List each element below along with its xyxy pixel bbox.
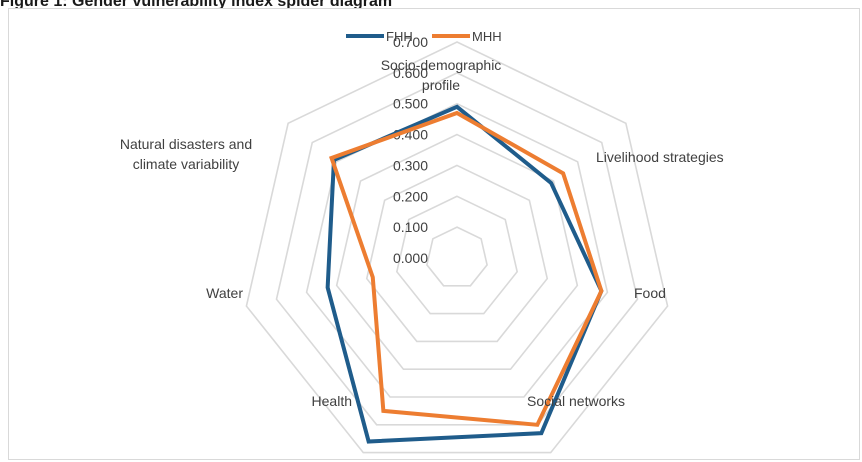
tick-label: 0.300: [393, 157, 428, 173]
legend: FHH MHH: [346, 29, 502, 44]
grid-ring: [365, 164, 549, 343]
category-label: Health: [312, 393, 352, 409]
category-labels: Socio-demographic profile Livelihood strat…: [120, 57, 724, 409]
grid-ring: [275, 71, 639, 426]
series-line-fhh: [325, 104, 604, 444]
grid-ring: [395, 195, 519, 315]
grid-ring: [426, 226, 488, 287]
series-line-mhh: [329, 110, 604, 427]
category-label: Livelihood strategies: [596, 149, 724, 165]
radar-grid: [245, 41, 669, 454]
category-label: climate variability: [133, 156, 240, 172]
category-label: Water: [206, 285, 243, 301]
tick-label: 0.500: [393, 96, 428, 112]
category-label: profile: [422, 77, 460, 93]
category-label: Social networks: [527, 393, 625, 409]
category-label: Natural disasters and: [120, 136, 252, 152]
legend-label-mhh: MHH: [472, 29, 502, 44]
figure-caption: Figure 1: Gender vulnerability index spi…: [0, 0, 393, 10]
tick-label: 0.700: [393, 34, 428, 50]
grid-ring: [245, 41, 669, 454]
grid-ring: [305, 102, 609, 398]
tick-label: 0.600: [393, 65, 428, 81]
category-label: Food: [634, 285, 666, 301]
tick-label: 0.200: [393, 188, 428, 204]
category-label: Socio-demographic: [381, 57, 502, 73]
series-layer: [325, 104, 604, 444]
legend-label-fhh: FHH: [386, 29, 413, 44]
tick-label: 0.100: [393, 219, 428, 235]
tick-label: 0.000: [393, 250, 428, 266]
